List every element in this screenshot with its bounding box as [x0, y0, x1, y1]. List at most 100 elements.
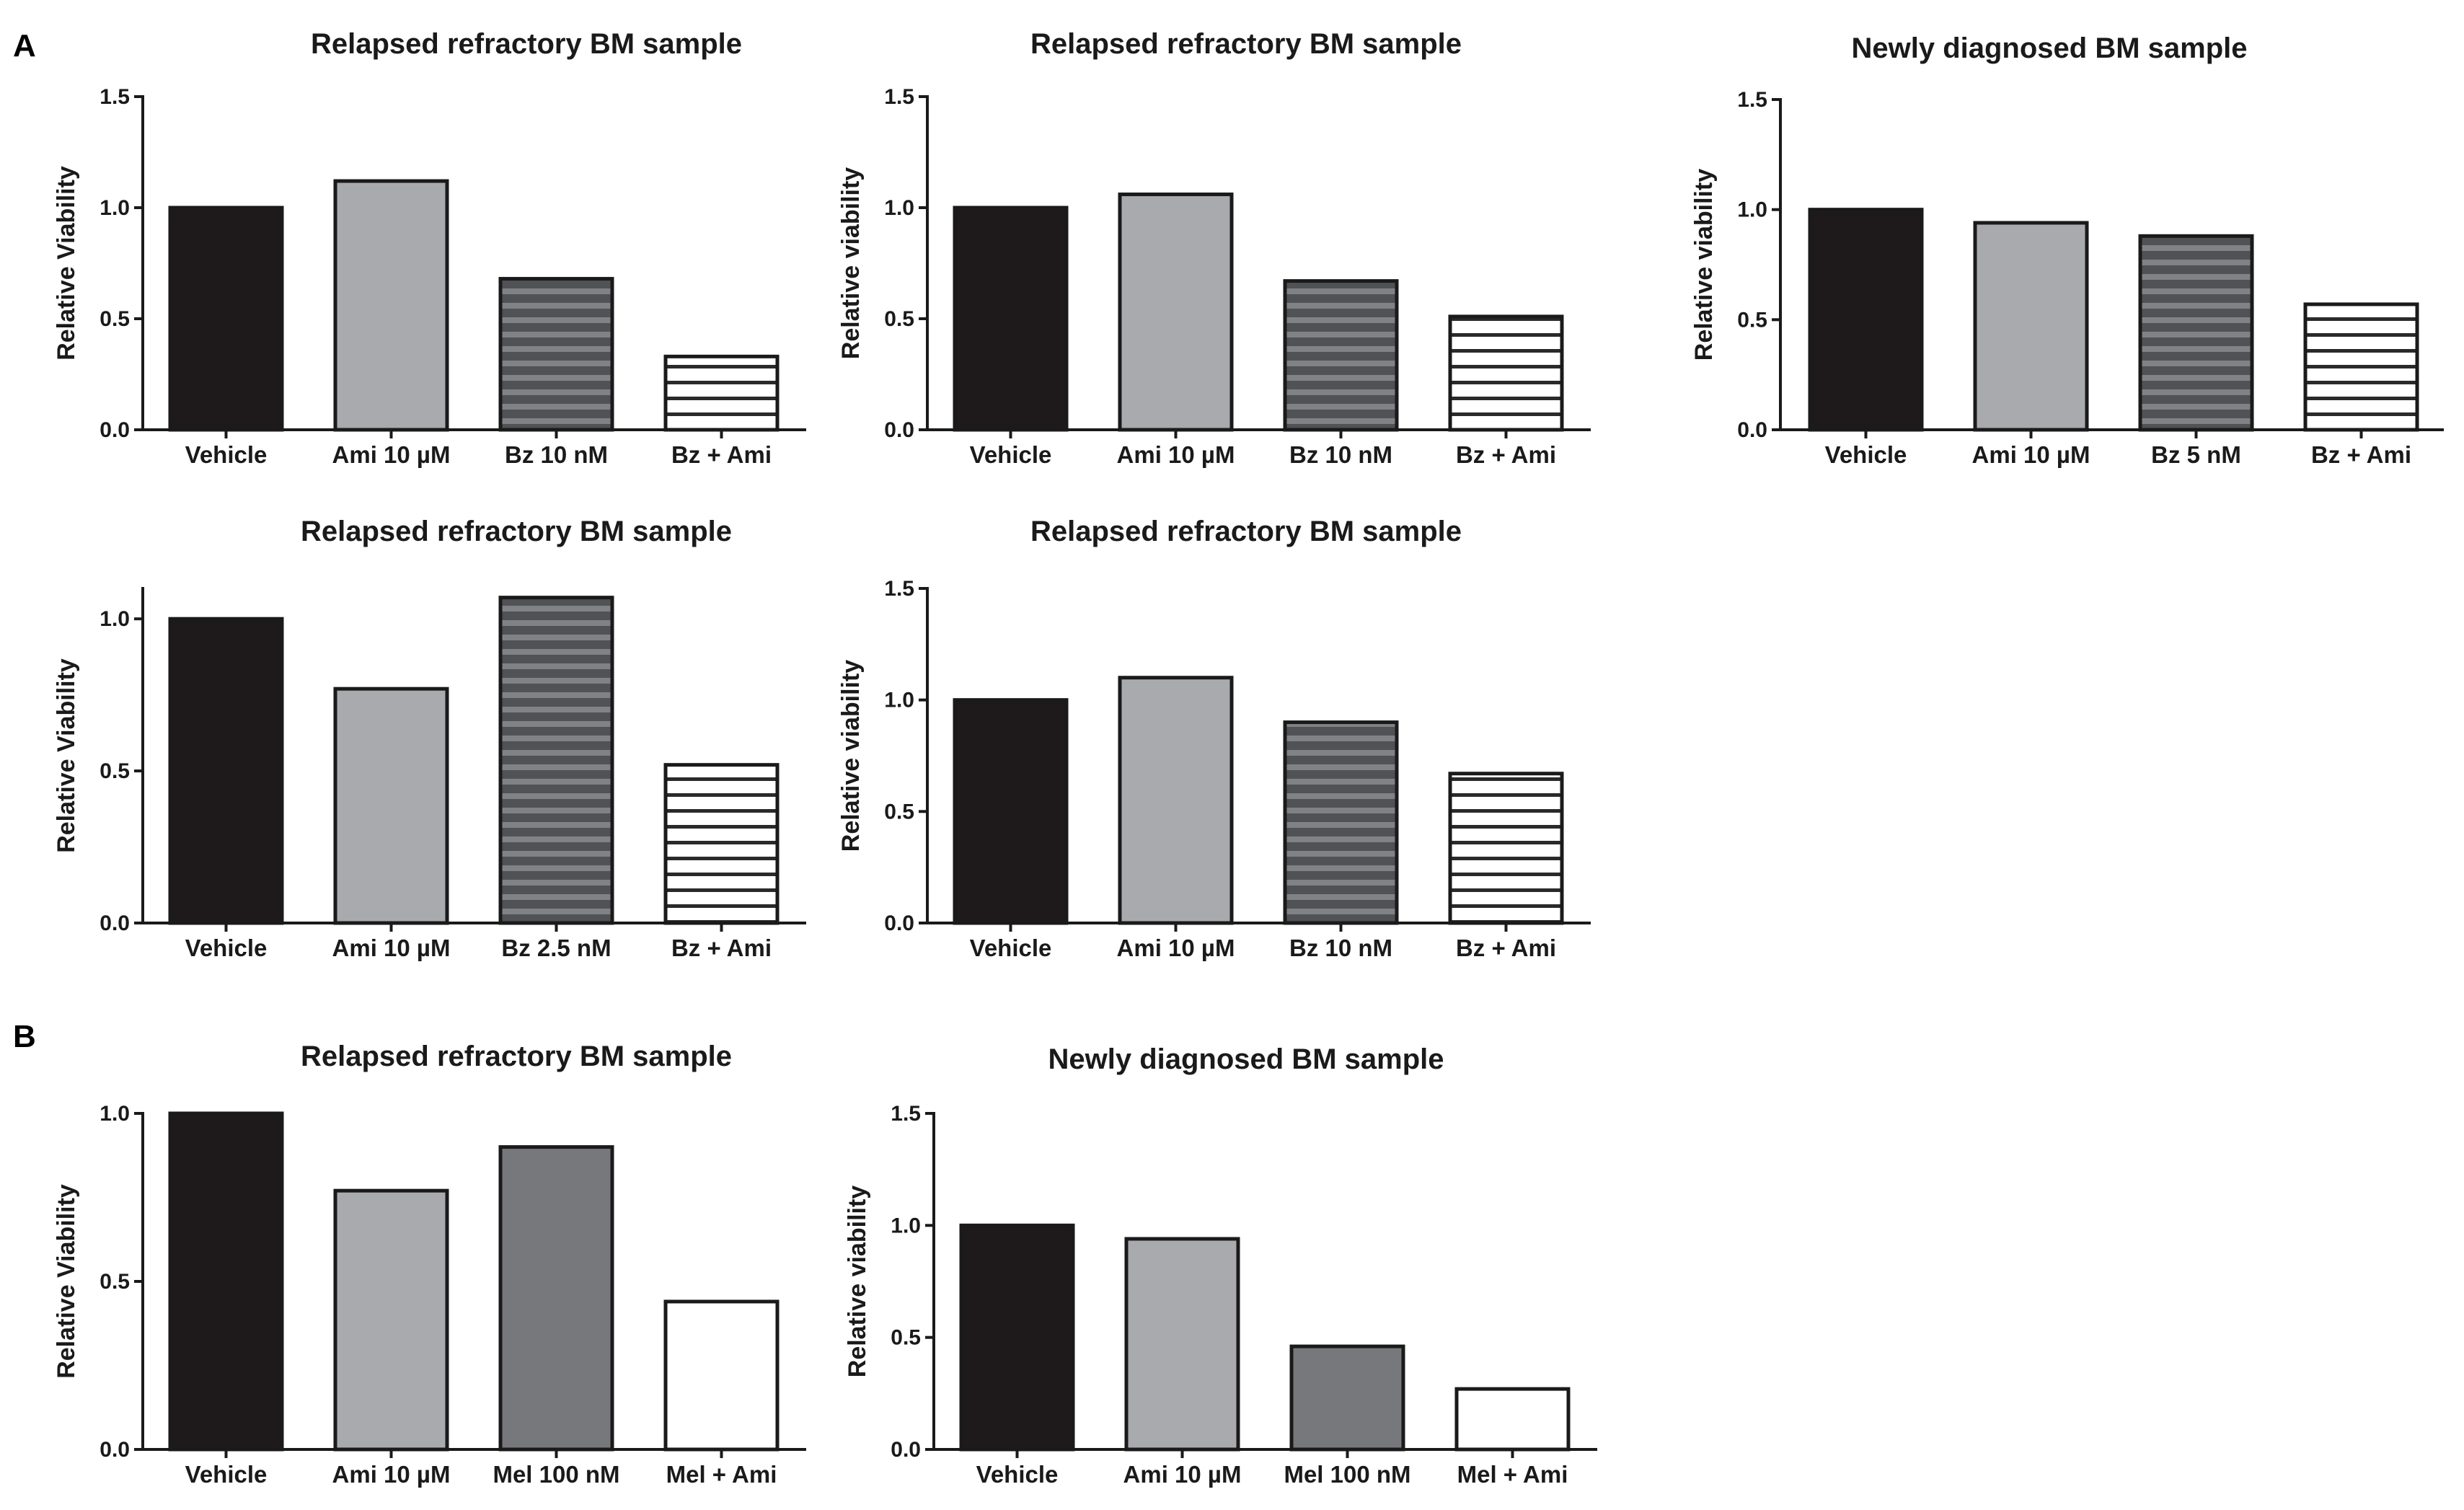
chart-title: Relapsed refractory BM sample	[301, 516, 732, 547]
y-tick-label: 1.0	[1737, 198, 1767, 222]
chart-title: Relapsed refractory BM sample	[1030, 516, 1462, 547]
y-tick-label: 0.5	[100, 1270, 130, 1294]
x-tick-label: Bz 10 nM	[1289, 441, 1392, 468]
bar-bz-10-nm	[1283, 720, 1399, 925]
x-tick-label: Bz + Ami	[1456, 935, 1556, 961]
y-tick-label: 0.5	[884, 307, 914, 331]
chart-6: Relapsed refractory BM sample Relative Vi…	[53, 1041, 806, 1488]
y-axis-label: Relative viability	[844, 1186, 871, 1378]
y-tick-label: 1.5	[891, 1102, 921, 1126]
y-axis-label: Relative Viability	[53, 658, 80, 853]
y-axis-label: Relative viability	[1690, 169, 1718, 361]
charts-container: Relapsed refractory BM sample Relative Vi…	[53, 28, 2444, 1488]
y-tick-label: 1.0	[100, 1102, 130, 1126]
bar-mel-ami	[663, 1299, 780, 1452]
y-tick-label: 1.0	[884, 196, 914, 220]
x-tick-label: Mel 100 nM	[493, 1461, 619, 1488]
y-tick-label: 1.5	[100, 85, 130, 109]
x-tick-label: Mel + Ami	[666, 1461, 777, 1488]
y-tick-label: 1.0	[100, 196, 130, 220]
bar-ami-10-m	[1118, 193, 1234, 432]
bar-ami-10-m	[333, 179, 449, 432]
y-axis-label: Relative viability	[837, 660, 865, 852]
bar-vehicle	[959, 1223, 1075, 1452]
chart-title: Relapsed refractory BM sample	[1030, 28, 1462, 60]
bar-bz-2-5-nm	[498, 596, 614, 925]
x-tick-label: Bz + Ami	[1456, 441, 1556, 468]
x-tick-label: Bz + Ami	[2311, 441, 2411, 468]
chart-title: Relapsed refractory BM sample	[301, 1041, 732, 1072]
bar-ami-10-m	[1118, 676, 1234, 925]
y-tick-label: 1.5	[1737, 88, 1767, 112]
x-tick-label: Bz 2.5 nM	[501, 935, 611, 961]
bar-vehicle	[953, 698, 1069, 925]
y-tick-label: 1.5	[884, 85, 914, 109]
bar-ami-10-m	[1124, 1237, 1240, 1452]
y-axis-label: Relative viability	[837, 167, 865, 360]
y-tick-label: 0.0	[1737, 418, 1767, 442]
chart-1: Relapsed refractory BM sample Relative Vi…	[53, 28, 806, 468]
chart-3: Newly diagnosed BM sample Relative viabil…	[1690, 32, 2444, 468]
y-tick-label: 0.5	[891, 1326, 921, 1350]
y-tick-label: 0.0	[100, 1438, 130, 1462]
chart-4: Relapsed refractory BM sample Relative Vi…	[53, 516, 806, 961]
x-tick-label: Vehicle	[1825, 441, 1907, 468]
x-tick-label: Vehicle	[970, 935, 1052, 961]
y-tick-label: 0.0	[884, 418, 914, 442]
y-tick-label: 0.5	[100, 307, 130, 331]
x-tick-label: Vehicle	[185, 1461, 268, 1488]
x-tick-label: Ami 10 µM	[332, 1461, 451, 1488]
y-tick-label: 0.5	[884, 800, 914, 824]
bar-bz-ami	[2303, 302, 2419, 432]
y-tick-label: 1.0	[884, 689, 914, 712]
bar-bz-10-nm	[498, 277, 614, 432]
bar-ami-10-m	[1973, 221, 2089, 432]
y-tick-label: 1.0	[100, 607, 130, 631]
bar-vehicle	[168, 617, 284, 925]
x-tick-label: Bz 10 nM	[505, 441, 608, 468]
bar-bz-ami	[663, 763, 780, 925]
x-tick-label: Vehicle	[976, 1461, 1059, 1488]
panel-label-b: B	[13, 1019, 36, 1054]
bar-mel-100-nm	[498, 1145, 614, 1452]
y-axis-label: Relative Viability	[53, 1184, 80, 1379]
x-tick-label: Vehicle	[185, 441, 268, 468]
bar-bz-ami	[1448, 314, 1564, 432]
chart-title: Newly diagnosed BM sample	[1048, 1043, 1444, 1075]
bar-bz-5-nm	[2138, 234, 2254, 432]
chart-7: Newly diagnosed BM sample Relative viabil…	[844, 1043, 1597, 1488]
y-tick-label: 0.0	[100, 911, 130, 935]
x-tick-label: Mel + Ami	[1457, 1461, 1568, 1488]
x-tick-label: Vehicle	[970, 441, 1052, 468]
bar-bz-10-nm	[1283, 279, 1399, 432]
x-tick-label: Vehicle	[185, 935, 268, 961]
x-tick-label: Ami 10 µM	[1117, 935, 1235, 961]
x-tick-label: Ami 10 µM	[1117, 441, 1235, 468]
y-tick-label: 0.5	[100, 759, 130, 783]
x-tick-label: Mel 100 nM	[1284, 1461, 1410, 1488]
panel-label-a: A	[13, 28, 36, 63]
x-tick-label: Bz 10 nM	[1289, 935, 1392, 961]
chart-title: Newly diagnosed BM sample	[1851, 32, 2247, 64]
x-tick-label: Bz + Ami	[671, 441, 772, 468]
bar-bz-ami	[663, 354, 780, 432]
bar-ami-10-m	[333, 686, 449, 925]
bar-mel-100-nm	[1289, 1344, 1405, 1452]
y-tick-label: 0.0	[884, 911, 914, 935]
y-tick-label: 1.0	[891, 1214, 921, 1237]
bar-vehicle	[168, 1111, 284, 1452]
x-tick-label: Ami 10 µM	[1972, 441, 2090, 468]
x-tick-label: Ami 10 µM	[332, 441, 451, 468]
chart-2: Relapsed refractory BM sample Relative vi…	[837, 28, 1591, 468]
x-tick-label: Bz 5 nM	[2151, 441, 2241, 468]
chart-5: Relapsed refractory BM sample Relative vi…	[837, 516, 1591, 961]
chart-title: Relapsed refractory BM sample	[311, 28, 742, 60]
bar-vehicle	[168, 206, 284, 432]
y-tick-label: 0.5	[1737, 308, 1767, 332]
bar-mel-ami	[1454, 1387, 1571, 1452]
y-tick-label: 0.0	[100, 418, 130, 442]
bar-ami-10-m	[333, 1188, 449, 1452]
y-tick-label: 0.0	[891, 1438, 921, 1462]
y-axis-label: Relative Viability	[53, 166, 80, 361]
